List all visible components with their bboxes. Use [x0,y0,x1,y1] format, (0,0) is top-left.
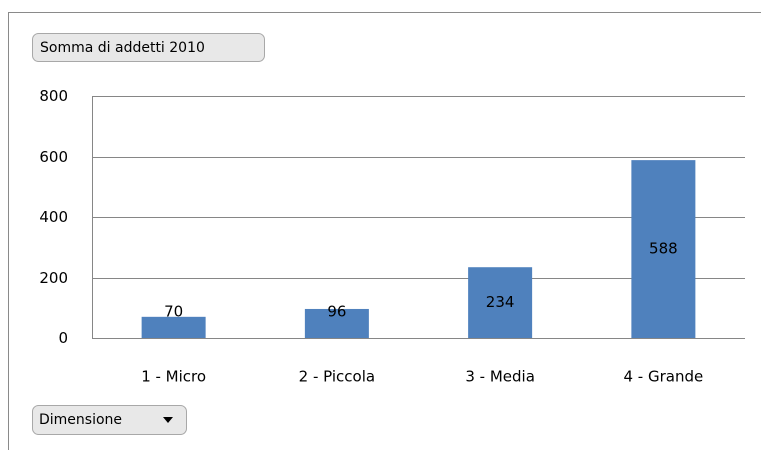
y-tick-label: 0 [58,329,68,347]
bar [304,308,369,338]
bar [141,316,206,338]
data-label: 588 [649,240,678,258]
value-field-button[interactable]: Somma di addetti 2010 [32,33,265,62]
y-tick-label: 800 [39,87,68,105]
data-label: 96 [327,303,346,321]
x-axis-label: Dimensione [39,412,122,428]
x-tick-label: 3 - Media [465,368,535,386]
x-tick-label: 2 - Piccola [299,368,375,386]
y-tick-label: 400 [39,208,68,226]
x-tick-label: 1 - Micro [141,368,206,386]
y-tick-label: 200 [39,269,68,287]
y-tick-label: 600 [39,148,68,166]
axis-field-button[interactable]: Dimensione [32,405,187,435]
chart-title: Somma di addetti 2010 [40,40,205,56]
x-tick-label: 4 - Grande [624,368,704,386]
data-label: 70 [164,303,183,321]
dropdown-arrow [163,417,173,423]
button-bg [32,405,187,435]
bar [631,160,696,338]
bar [468,267,533,338]
data-label: 234 [486,293,515,311]
button-bg [32,33,265,62]
